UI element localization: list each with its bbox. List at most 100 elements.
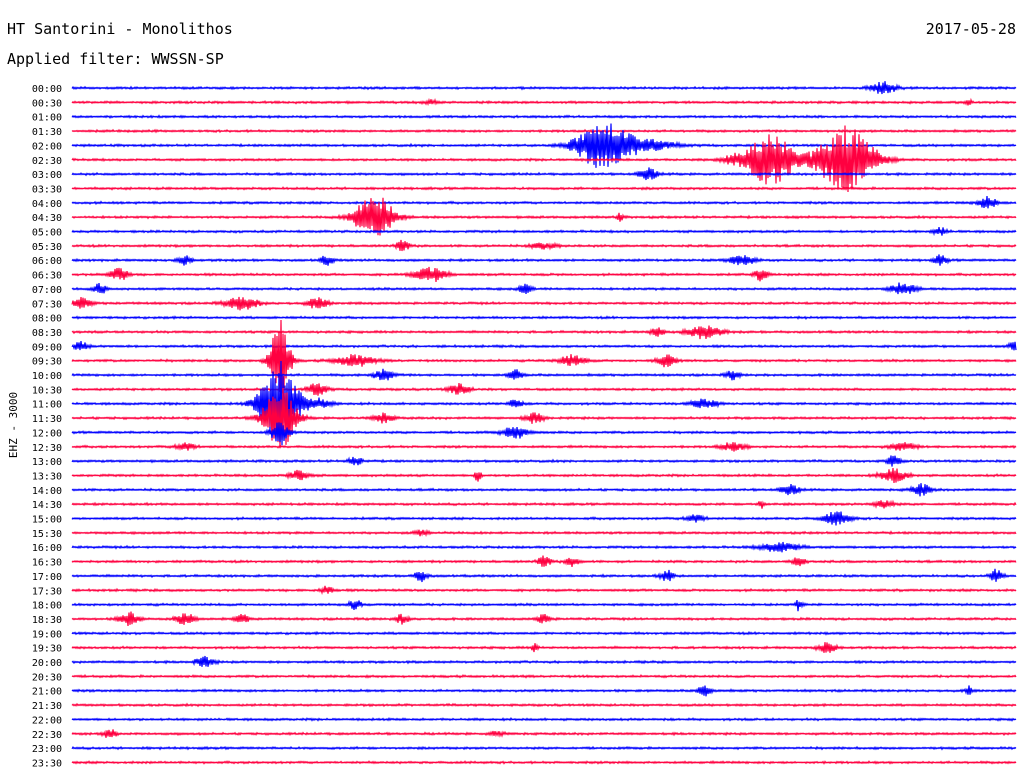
row-label-1700: 17:00 (32, 572, 62, 583)
row-label-2100: 21:00 (32, 687, 62, 698)
row-label-0830: 08:30 (32, 328, 62, 339)
trace-0300 (71, 167, 1017, 181)
trace-1230 (71, 442, 1017, 452)
row-label-2230: 22:30 (32, 730, 62, 741)
row-label-0630: 06:30 (32, 271, 62, 282)
trace-1730 (71, 585, 1017, 595)
trace-0730 (71, 296, 1017, 311)
row-label-1600: 16:00 (32, 543, 62, 554)
row-label-1330: 13:30 (32, 471, 62, 482)
row-label-0330: 03:30 (32, 184, 62, 195)
trace-2330 (71, 760, 1017, 765)
trace-1900 (71, 630, 1017, 636)
row-labels: 00:00 00:30 01:00 01:30 02:00 02:30 03:00 03:30… (32, 84, 62, 769)
trace-1330 (71, 467, 1017, 483)
trace-1000 (71, 368, 1017, 381)
trace-1930 (71, 642, 1017, 653)
trace-0500 (71, 227, 1017, 237)
trace-2300 (71, 745, 1017, 751)
trace-0930 (71, 319, 1017, 394)
row-label-1300: 13:00 (32, 457, 62, 468)
trace-1630 (71, 555, 1017, 567)
row-label-1100: 11:00 (32, 400, 62, 411)
trace-1800 (71, 599, 1017, 612)
trace-2000 (71, 655, 1017, 667)
row-label-1630: 16:30 (32, 558, 62, 569)
row-label-0300: 03:00 (32, 170, 62, 181)
trace-2130 (71, 702, 1017, 708)
trace-0400 (71, 196, 1017, 209)
row-label-1200: 12:00 (32, 428, 62, 439)
filter-label: Applied filter: WWSSN-SP (7, 50, 224, 68)
trace-0100 (71, 114, 1017, 120)
row-label-1230: 12:30 (32, 443, 62, 454)
trace-1200 (71, 422, 1017, 443)
trace-0230 (71, 125, 1017, 193)
trace-1300 (71, 455, 1017, 467)
plot-date: 2017-05-28 (925, 20, 1016, 38)
trace-0900 (71, 341, 1017, 351)
trace-1500 (71, 511, 1017, 526)
row-label-1500: 15:00 (32, 515, 62, 526)
trace-1400 (71, 483, 1017, 497)
row-label-0030: 00:30 (32, 98, 62, 109)
row-label-2200: 22:00 (32, 715, 62, 726)
row-label-0930: 09:30 (32, 357, 62, 368)
trace-2100 (71, 685, 1017, 697)
trace-1100 (71, 360, 1017, 446)
trace-0700 (71, 282, 1017, 295)
row-label-2000: 20:00 (32, 658, 62, 669)
row-label-0200: 02:00 (32, 141, 62, 152)
row-label-0800: 08:00 (32, 314, 62, 325)
trace-0830 (71, 325, 1017, 340)
trace-0800 (71, 315, 1017, 321)
trace-0330 (71, 185, 1017, 191)
trace-2230 (71, 729, 1017, 738)
trace-2030 (71, 673, 1017, 679)
row-label-0430: 04:30 (32, 213, 62, 224)
row-label-2030: 20:30 (32, 672, 62, 683)
row-label-2130: 21:30 (32, 701, 62, 712)
row-label-0600: 06:00 (32, 256, 62, 267)
trace-0130 (71, 128, 1017, 134)
row-label-1400: 14:00 (32, 486, 62, 497)
row-label-2330: 23:30 (32, 758, 62, 769)
row-label-0730: 07:30 (32, 299, 62, 310)
trace-0430 (71, 197, 1017, 236)
row-label-1530: 15:30 (32, 529, 62, 540)
trace-0000 (71, 81, 1017, 95)
trace-1430 (71, 499, 1017, 509)
row-label-2300: 23:00 (32, 744, 62, 755)
row-label-1730: 17:30 (32, 586, 62, 597)
row-label-1430: 14:30 (32, 500, 62, 511)
row-label-0400: 04:00 (32, 199, 62, 210)
trace-1030 (71, 382, 1017, 396)
row-label-1000: 10:00 (32, 371, 62, 382)
row-label-1130: 11:30 (32, 414, 62, 425)
trace-1600 (71, 541, 1017, 553)
traces (71, 81, 1017, 765)
trace-0630 (71, 266, 1017, 282)
trace-1130 (71, 387, 1017, 447)
row-label-0530: 05:30 (32, 242, 62, 253)
trace-1530 (71, 528, 1017, 537)
row-label-0500: 05:00 (32, 228, 62, 239)
row-label-1900: 19:00 (32, 629, 62, 640)
row-label-0900: 09:00 (32, 342, 62, 353)
trace-0600 (71, 254, 1017, 266)
station-title: HT Santorini - Monolithos (7, 20, 233, 38)
row-label-0130: 01:30 (32, 127, 62, 138)
row-label-1930: 19:30 (32, 644, 62, 655)
trace-1830 (71, 611, 1017, 627)
trace-0530 (71, 239, 1017, 252)
trace-2200 (71, 716, 1017, 722)
trace-0030 (71, 97, 1017, 107)
row-label-0000: 00:00 (32, 84, 62, 95)
channel-label: EHZ - 3000 (7, 392, 20, 458)
row-label-1800: 18:00 (32, 601, 62, 612)
row-label-1830: 18:30 (32, 615, 62, 626)
row-label-0700: 07:00 (32, 285, 62, 296)
row-label-0100: 01:00 (32, 113, 62, 124)
row-label-0230: 02:30 (32, 156, 62, 167)
